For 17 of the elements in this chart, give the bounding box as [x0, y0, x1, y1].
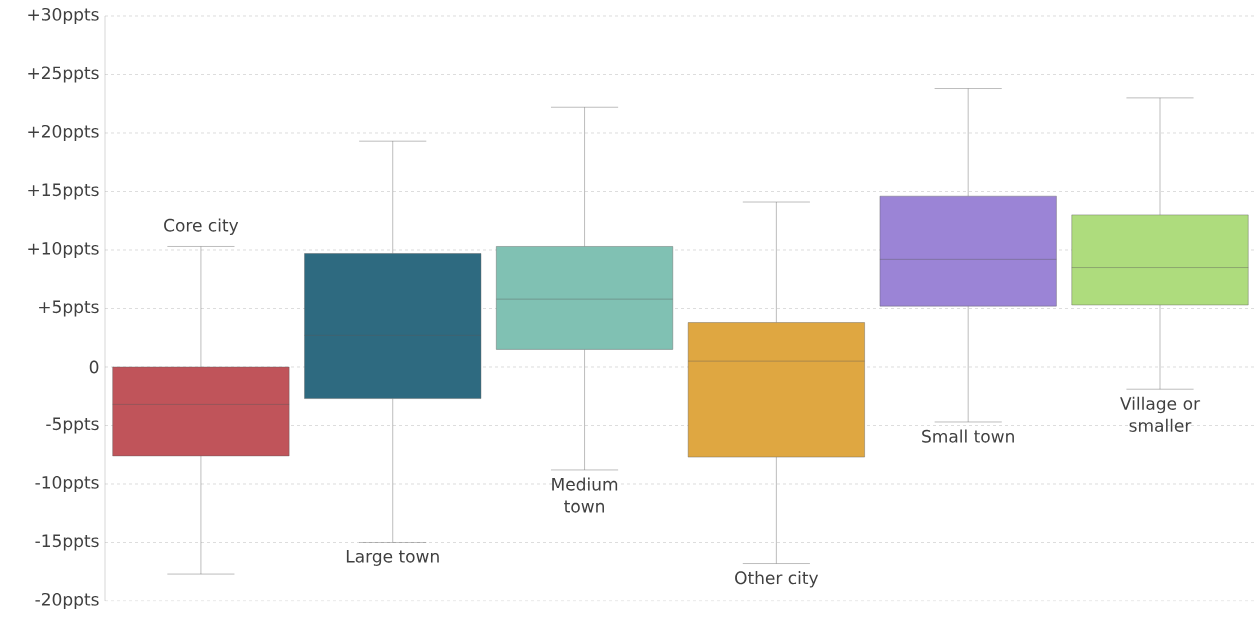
y-tick-label: 0 — [89, 360, 99, 374]
x-tick-label: Medium town — [552, 477, 618, 513]
y-tick-label: +10ppts — [28, 241, 99, 259]
y-tick-label: +30ppts — [28, 7, 99, 25]
y-tick-label: -15ppts — [35, 534, 99, 551]
x-tick-label: Village or smaller — [1120, 396, 1201, 432]
y-tick-label: +25ppts — [28, 66, 99, 83]
x-tick-label: Small town — [922, 429, 1014, 443]
x-tick-label: Large town — [346, 550, 439, 566]
y-tick-label: +15ppts — [28, 183, 99, 200]
y-tick-label: -20ppts — [35, 592, 99, 610]
y-tick-label: -10ppts — [35, 475, 99, 493]
y-tick-label: +5ppts — [39, 300, 99, 317]
x-tick-label: Other city — [735, 571, 819, 588]
x-tick-label: Core city — [164, 218, 239, 235]
y-tick-label: +20ppts — [28, 124, 99, 142]
y-tick-label: -5ppts — [46, 417, 99, 434]
